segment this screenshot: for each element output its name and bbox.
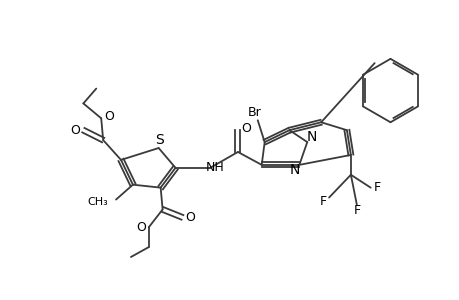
Text: NH: NH — [205, 161, 224, 174]
Text: N: N — [306, 130, 317, 144]
Text: F: F — [373, 181, 381, 194]
Text: O: O — [70, 124, 80, 137]
Text: O: O — [135, 221, 146, 234]
Text: F: F — [319, 195, 326, 208]
Text: Br: Br — [247, 106, 261, 119]
Text: O: O — [104, 110, 114, 123]
Text: CH₃: CH₃ — [87, 196, 108, 206]
Text: O: O — [241, 122, 250, 135]
Text: N: N — [289, 163, 299, 177]
Text: S: S — [155, 133, 164, 147]
Text: F: F — [353, 204, 359, 217]
Text: O: O — [185, 211, 195, 224]
